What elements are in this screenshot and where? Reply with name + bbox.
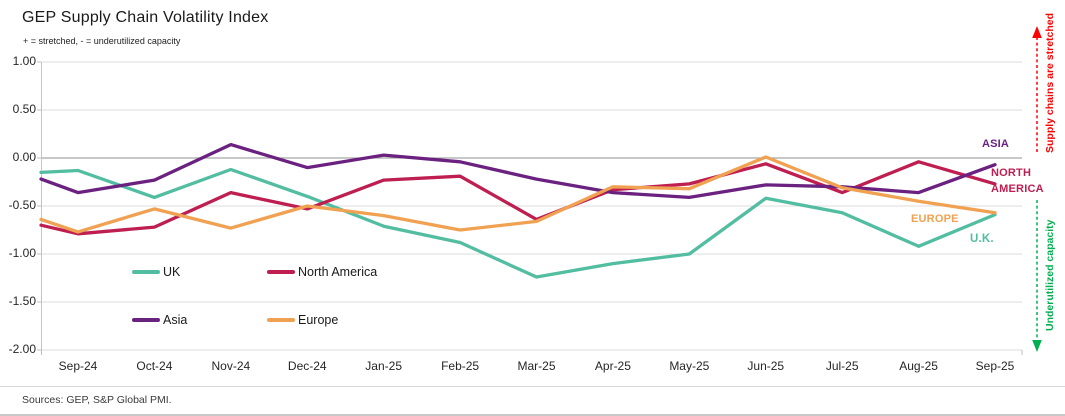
x-axis-label: May-25 <box>669 359 710 373</box>
underutilized-annotation: Underutilized capacity <box>1044 219 1056 331</box>
y-axis-label: -2.00 <box>8 342 36 356</box>
chart-title: GEP Supply Chain Volatility Index <box>22 9 269 26</box>
legend-label-uk: UK <box>163 265 181 279</box>
chart-subtitle: + = stretched, - = underutilized capacit… <box>23 36 181 46</box>
series-line-uk <box>39 167 997 279</box>
x-axis-label: Jan-25 <box>365 359 402 373</box>
europe-series-label: EUROPE <box>911 213 959 225</box>
x-axis-label: Mar-25 <box>517 359 556 373</box>
x-axis-label: Sep-25 <box>975 359 1015 373</box>
legend-swatch-north-america <box>267 270 295 274</box>
x-axis-label: Oct-24 <box>136 359 173 373</box>
uk-series-label: U.K. <box>970 233 994 245</box>
legend-label-north-america: North America <box>298 265 378 279</box>
y-axis-label: -0.50 <box>8 198 36 212</box>
north-america-series-label: NORTH AMERICA <box>991 167 1044 195</box>
y-axis-label: -1.50 <box>8 294 36 308</box>
x-axis-label: Feb-25 <box>441 359 480 373</box>
bottom-border <box>0 414 1065 416</box>
stretched-annotation: Supply chains are stretched <box>1044 12 1056 153</box>
series-line-asia <box>39 142 997 200</box>
europe-line-swatch <box>267 318 295 322</box>
uk-line-swatch <box>132 270 160 274</box>
asia-line-swatch <box>132 318 160 322</box>
series-line-europe <box>39 155 997 234</box>
x-axis-label: Apr-25 <box>594 359 631 373</box>
legend-swatch-uk <box>132 270 160 274</box>
legend-swatch-europe <box>267 318 295 322</box>
legend-label-asia: Asia <box>163 313 188 327</box>
y-axis-label: -1.00 <box>8 246 36 260</box>
up-arrow-icon <box>1032 26 1042 38</box>
x-axis-label: Aug-25 <box>899 359 938 373</box>
x-axis-label: Nov-24 <box>211 359 251 373</box>
x-axis-label: Sep-24 <box>58 359 98 373</box>
y-axis-label: 0.00 <box>12 150 36 164</box>
down-arrow-icon <box>1032 340 1042 352</box>
north-america-line-swatch <box>267 270 295 274</box>
legend-label-europe: Europe <box>298 313 339 327</box>
x-axis-label: Dec-24 <box>287 359 327 373</box>
x-axis-label: Jun-25 <box>747 359 785 373</box>
y-axis-label: 1.00 <box>12 54 36 68</box>
x-axis-label: Jul-25 <box>825 359 859 373</box>
asia-series-label: ASIA <box>982 138 1010 150</box>
legend-swatch-asia <box>132 318 160 322</box>
y-axis-label: 0.50 <box>12 102 36 116</box>
source-note: Sources: GEP, S&P Global PMI. <box>22 394 172 406</box>
footer-divider <box>0 386 1065 387</box>
